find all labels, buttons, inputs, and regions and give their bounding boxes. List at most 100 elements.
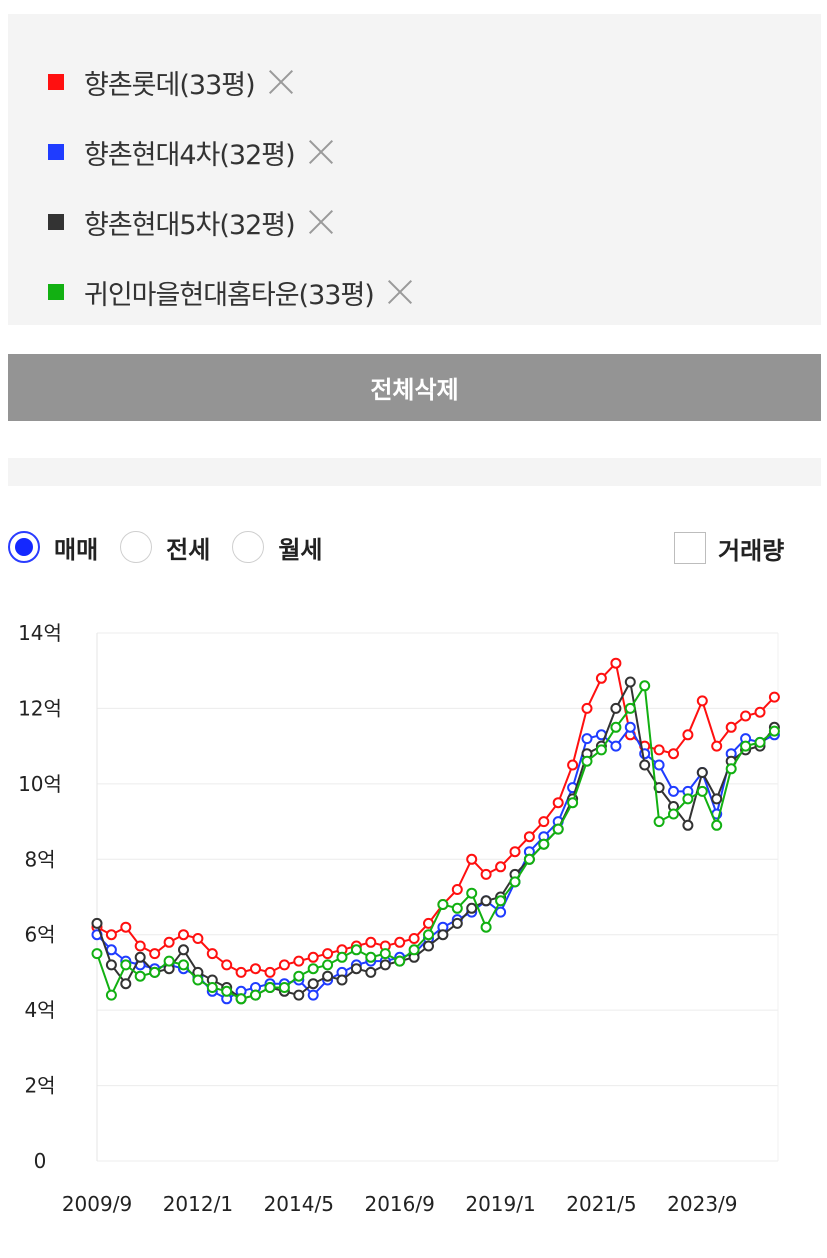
data-point (178, 929, 189, 941)
dark-square-icon (48, 214, 64, 230)
x-tick-label: 2009/9 (62, 1192, 132, 1216)
data-point (668, 785, 679, 797)
data-point (394, 936, 406, 948)
data-point (379, 948, 391, 960)
data-point (711, 740, 723, 752)
x-tick-label: 2014/5 (264, 1192, 334, 1216)
x-tick-label: 2019/1 (465, 1192, 535, 1216)
data-point (264, 966, 276, 978)
data-point (523, 853, 535, 865)
green-square-icon (48, 284, 64, 300)
data-point (495, 906, 507, 918)
data-point (696, 695, 708, 707)
data-point (480, 895, 492, 907)
y-tick-label: 2억 (24, 1074, 55, 1098)
data-point (105, 989, 117, 1001)
data-point (163, 936, 175, 948)
legend-item-1: 향촌롯데(33평) (48, 62, 295, 102)
data-point (322, 948, 334, 960)
trade-type-sale[interactable]: 매매 (8, 530, 98, 565)
data-point (365, 936, 377, 948)
data-point (451, 917, 463, 929)
x-tick-label: 2012/1 (163, 1192, 233, 1216)
data-point (610, 721, 622, 733)
data-point (437, 899, 449, 910)
x-axis-labels: 2009/9 2012/1 2014/5 2016/9 2019/1 2021/5 2023… (62, 1192, 738, 1216)
data-point (91, 948, 103, 960)
delete-all-button[interactable]: 전체삭제 (8, 354, 821, 421)
data-point (120, 959, 132, 971)
data-point (624, 721, 636, 733)
data-point (250, 963, 261, 975)
compare-legend-panel: 향촌롯데(33평) 향촌현대4차(32평) 향촌현대5차(32평) 귀인마을현대… (8, 14, 821, 325)
data-point (149, 966, 161, 978)
data-point (624, 676, 636, 688)
y-tick-label: 4억 (24, 998, 55, 1022)
close-icon[interactable] (307, 208, 335, 236)
chart-grid (96, 632, 779, 1162)
data-point (394, 955, 406, 967)
checkbox-icon[interactable] (674, 532, 706, 564)
data-point (379, 959, 391, 971)
radio-label: 전세 (166, 535, 211, 564)
data-point (740, 740, 752, 752)
data-point (278, 982, 290, 993)
radio-unchecked-icon[interactable] (232, 531, 265, 563)
data-point (725, 721, 737, 733)
y-tick-label: 10억 (18, 772, 62, 796)
data-point (206, 982, 218, 993)
data-point (365, 951, 377, 963)
data-point (639, 759, 651, 771)
data-point (653, 759, 665, 771)
data-point (307, 951, 319, 963)
legend-label: 귀인마을현대홈타운(33평) (84, 279, 375, 311)
y-tick-label: 14억 (18, 621, 62, 645)
legend-item-3: 향촌현대5차(32평) (48, 202, 335, 242)
data-point (423, 929, 434, 941)
data-point (336, 974, 348, 986)
data-point (235, 993, 247, 1005)
radio-unchecked-icon[interactable] (120, 531, 153, 563)
data-point (264, 982, 276, 993)
data-point (178, 959, 189, 971)
y-tick-label: 6억 (24, 923, 55, 947)
series-3 (91, 676, 780, 1005)
data-point (134, 951, 146, 963)
data-point (682, 729, 694, 741)
data-point (567, 797, 579, 809)
data-point (495, 895, 507, 907)
y-tick-label: 8억 (24, 847, 55, 871)
data-point (711, 793, 723, 805)
radio-checked-icon[interactable] (8, 531, 40, 563)
legend-label: 향촌현대4차(32평) (84, 139, 296, 171)
data-point (754, 736, 766, 748)
data-point (696, 785, 708, 797)
series-line (96, 681, 776, 1000)
close-icon[interactable] (386, 278, 414, 306)
close-icon[interactable] (267, 68, 295, 96)
data-point (437, 929, 449, 941)
trade-type-monthly-rent[interactable]: 월세 (232, 530, 323, 565)
data-point (408, 944, 420, 956)
data-point (725, 763, 737, 775)
data-point (523, 831, 535, 843)
data-point (768, 691, 780, 703)
data-point (740, 710, 752, 722)
red-square-icon (48, 74, 64, 90)
chart-series (91, 657, 780, 1005)
data-point (610, 702, 622, 714)
data-point (768, 725, 780, 737)
data-point (610, 740, 622, 752)
close-icon[interactable] (307, 138, 335, 166)
section-divider (8, 458, 821, 486)
series-4 (91, 680, 780, 1005)
data-point (480, 868, 492, 880)
data-point (668, 808, 679, 820)
data-point (149, 948, 161, 960)
volume-toggle[interactable]: 거래량 (674, 530, 784, 566)
data-point (322, 959, 334, 971)
trade-type-jeonse[interactable]: 전세 (120, 530, 210, 565)
x-tick-label: 2016/9 (364, 1192, 434, 1216)
data-point (595, 744, 607, 756)
trade-type-selector: 매매 전세 월세 (8, 528, 345, 566)
